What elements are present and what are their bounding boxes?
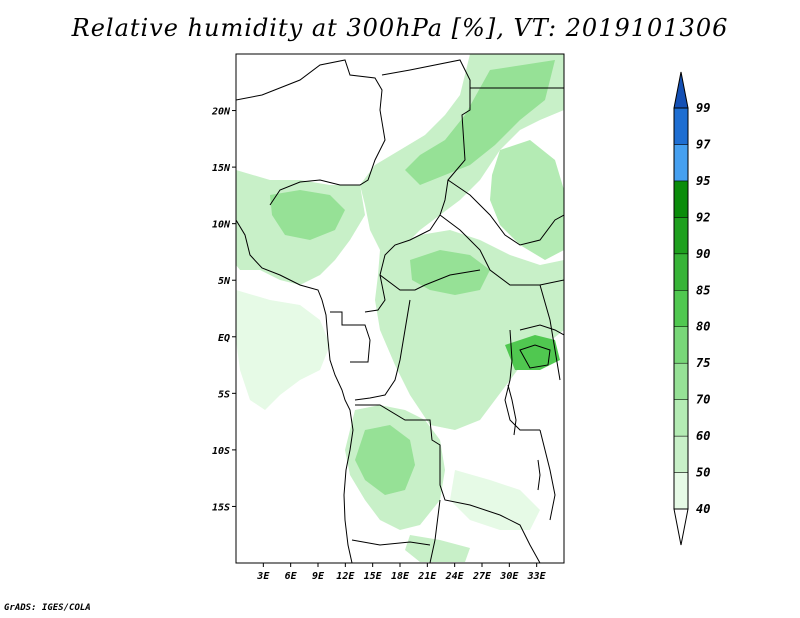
colorbar-label: 60 — [696, 429, 710, 443]
coastline-west-africa — [236, 219, 354, 563]
lake-victoria — [519, 344, 551, 369]
lake-malawi — [537, 459, 541, 491]
border-sahara-2 — [364, 59, 471, 313]
humidity-area-far-south — [405, 535, 470, 562]
colorbar-segment — [673, 435, 689, 473]
lon-tick-label: 33E — [527, 571, 547, 582]
lon-tick-label: 30E — [499, 571, 519, 582]
country-borders — [236, 59, 564, 563]
border-central-2 — [379, 269, 481, 291]
chart-title: Relative humidity at 300hPa [%], VT: 201… — [71, 14, 729, 42]
colorbar-outline — [673, 107, 689, 510]
lon-tick-label: 18E — [391, 571, 410, 582]
colorbar-label: 92 — [696, 210, 710, 224]
humidity-area-west-core — [270, 190, 345, 240]
colorbar-label: 70 — [696, 393, 710, 407]
humidity-area-coast — [236, 290, 330, 410]
lat-tick-label: 10S — [212, 446, 230, 457]
colorbar-lower-triangle — [673, 508, 689, 546]
colorbar-label: 90 — [696, 247, 710, 261]
colorbar-label: 50 — [696, 466, 710, 480]
border-angola-2 — [351, 539, 431, 546]
humidity-area-lakes — [505, 335, 560, 370]
border-angola — [355, 404, 501, 516]
border-tanz — [539, 429, 556, 521]
colorbar-segment — [673, 180, 689, 218]
humidity-area-northeast-core — [405, 60, 555, 185]
border-moz — [499, 514, 541, 563]
colorbar-label: 80 — [696, 320, 710, 334]
colorbar-label: 95 — [696, 174, 710, 188]
border-congo — [354, 299, 411, 401]
colorbar-segment — [673, 399, 689, 437]
colorbar-label: 99 — [696, 101, 710, 115]
colorbar-label: 40 — [696, 502, 710, 516]
border-east-1 — [469, 87, 564, 110]
longitude-axis: 3E 6E 9E 12E 15E 18E 21E 24E 27E 30E 33E — [256, 563, 547, 582]
humidity-area-angola-core — [355, 425, 415, 495]
lon-tick-label: 6E — [285, 571, 298, 582]
lon-tick-label: 27E — [472, 571, 492, 582]
border-lakes — [504, 329, 540, 431]
lat-tick-label: 15S — [212, 502, 230, 513]
latitude-axis: 20N 15N 10N 5N EQ 5S 10S 15S — [211, 107, 236, 513]
border-gabon — [330, 311, 371, 363]
colorbar: 40 50 60 70 75 80 85 90 92 95 97 99 — [673, 71, 711, 546]
lat-tick-label: 10N — [212, 220, 231, 231]
lat-tick-label: EQ — [218, 333, 230, 344]
lon-tick-label: 12E — [336, 571, 355, 582]
humidity-area-south — [450, 470, 540, 530]
humidity-shading — [236, 54, 564, 562]
humidity-area-east — [490, 140, 564, 260]
border-sahara-1 — [236, 59, 386, 206]
colorbar-label: 97 — [696, 137, 711, 151]
colorbar-segment — [673, 362, 689, 400]
humidity-area-central-core — [410, 250, 490, 295]
colorbar-segment — [673, 253, 689, 291]
lon-tick-label: 3E — [256, 571, 270, 582]
lat-tick-label: 20N — [211, 107, 231, 118]
lat-tick-label: 15N — [212, 163, 231, 174]
border-zambia — [429, 499, 441, 563]
colorbar-segment — [673, 217, 689, 255]
lon-tick-label: 9E — [312, 571, 325, 582]
border-east-3 — [539, 284, 561, 381]
colorbar-segment — [673, 472, 689, 510]
lon-tick-label: 24E — [445, 571, 465, 582]
colorbar-segment — [673, 144, 689, 182]
lat-tick-label: 5N — [218, 276, 231, 287]
lat-tick-label: 5S — [218, 389, 230, 400]
colorbar-segment — [673, 290, 689, 327]
border-east-2 — [447, 179, 564, 246]
lon-tick-label: 15E — [364, 571, 383, 582]
credit-label: GrADS: IGES/COLA — [4, 603, 91, 613]
border-lakes-2 — [519, 324, 564, 336]
colorbar-upper-triangle — [673, 71, 689, 109]
colorbar-label: 75 — [696, 356, 710, 370]
lon-tick-label: 21E — [417, 571, 437, 582]
colorbar-segment — [673, 326, 689, 364]
colorbar-segment — [673, 107, 689, 145]
colorbar-label: 85 — [696, 283, 710, 297]
lake-tanganyika — [507, 384, 517, 436]
